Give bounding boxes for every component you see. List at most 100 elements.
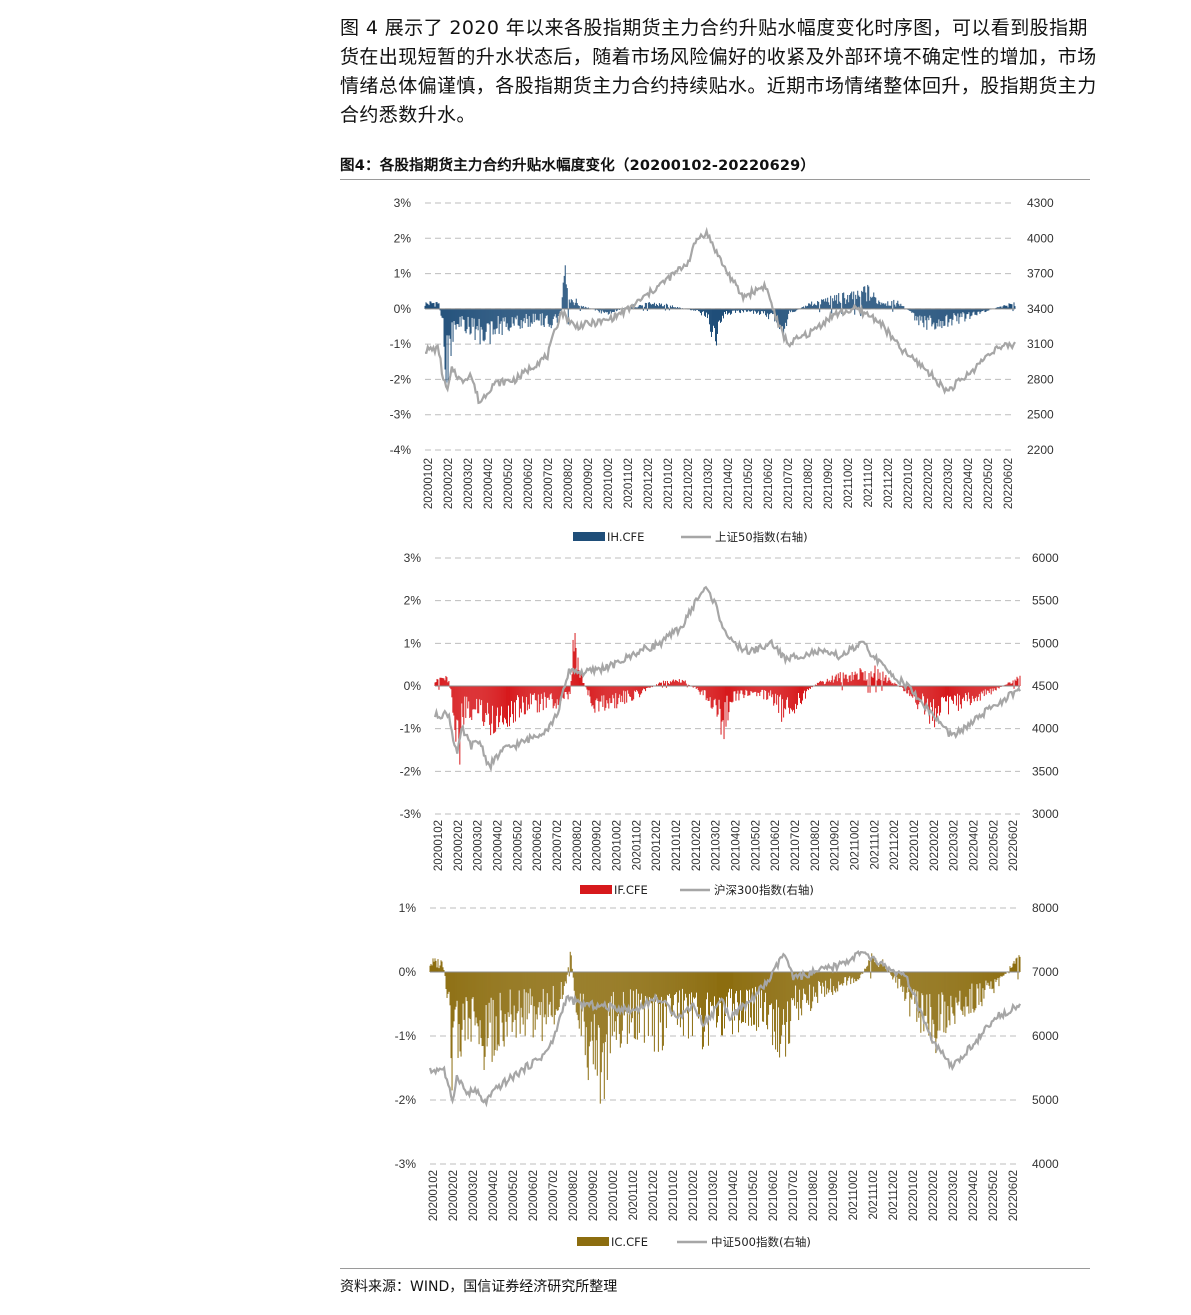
y-right-tick-label: 3100 (1027, 337, 1054, 351)
x-tick-label: 20211102 (863, 458, 875, 507)
figure-bottom-rule (340, 1268, 1090, 1269)
x-tick-label: 20200902 (583, 458, 595, 509)
x-tick-label: 20200902 (592, 820, 604, 871)
x-tick-label: 20201202 (643, 458, 655, 509)
y-left-tick-label: 1% (399, 901, 417, 915)
basis-bars (429, 951, 1021, 1104)
y-right-tick-label: 6000 (1032, 551, 1059, 565)
x-tick-label: 20220502 (988, 1170, 1000, 1221)
x-tick-label: 20201002 (611, 820, 623, 871)
chart-if-basis: 3% 2% 1% 0% -1% -2% -3% 6000 5500 5000 4500 4000 350… (400, 551, 1059, 897)
x-tick-label: 20220202 (929, 820, 941, 871)
legend-label-line: 沪深300指数(右轴) (714, 883, 814, 897)
y-left-tick-label: 2% (404, 594, 422, 608)
legend-label-bar: IH.CFE (607, 530, 644, 544)
y-right-tick-label: 3000 (1032, 807, 1059, 821)
y-right-tick-label: 8000 (1032, 901, 1059, 915)
chart-ih-basis: 3% 2% 1% 0% -1% -2% -3% -4% 4300 4000 3700 3400 3100… (390, 196, 1054, 544)
x-tick-label: 20200702 (552, 820, 564, 871)
y-left-tick-label: -2% (400, 764, 422, 778)
y-right-tick-label: 5000 (1032, 1093, 1059, 1107)
figure-top-rule (340, 179, 1090, 180)
y-left-tick-label: 2% (394, 231, 412, 245)
index-line (433, 585, 1021, 773)
x-tick-label: 20200602 (532, 820, 544, 871)
x-tick-label: 20200202 (448, 1170, 460, 1221)
y-left-tick-label: -4% (390, 443, 412, 457)
x-tick-label: 20200602 (523, 458, 535, 509)
y-left-tick-label: -2% (395, 1093, 417, 1107)
legend-swatch-bar (580, 885, 612, 894)
x-tick-label: 20211102 (868, 1170, 880, 1219)
x-tick-label: 20211202 (883, 458, 895, 508)
x-tick-label: 20210802 (810, 820, 822, 871)
x-tick-label: 20200402 (492, 820, 504, 871)
x-tick-label: 20220302 (943, 458, 955, 509)
y-left-tick-label: -1% (395, 1029, 417, 1043)
x-tick-label: 20200702 (548, 1170, 560, 1221)
x-tick-label: 20200802 (563, 458, 575, 509)
index-line (425, 226, 1016, 405)
x-tick-label: 20220602 (1008, 1170, 1020, 1221)
x-tick-label: 20210202 (691, 820, 703, 871)
y-right-tick-label: 2500 (1027, 408, 1054, 422)
x-tick-label: 20210702 (788, 1170, 800, 1221)
x-tick-label: 20200102 (433, 820, 445, 871)
y-right-tick-label: 7000 (1032, 965, 1059, 979)
x-tick-label: 20210102 (671, 820, 683, 871)
x-tick-label: 20200802 (572, 820, 584, 871)
x-tick-label: 20200302 (468, 1170, 480, 1221)
y-right-tick-label: 4300 (1027, 196, 1054, 210)
legend: IH.CFE 上证50指数(右轴) (573, 530, 808, 544)
x-tick-label: 20220202 (923, 458, 935, 509)
x-tick-label: 20220402 (963, 458, 975, 509)
x-tick-label: 20210702 (790, 820, 802, 871)
y-right-tick-label: 5500 (1032, 594, 1059, 608)
x-tick-label: 20220502 (983, 458, 995, 509)
x-tick-label: 20210402 (728, 1170, 740, 1221)
x-tick-label: 20220102 (909, 820, 921, 871)
y-left-tick-label: -1% (390, 337, 412, 351)
x-tick-label: 20201102 (628, 1170, 640, 1220)
x-tick-label: 20200402 (483, 458, 495, 509)
y-left-tick-label: -3% (390, 408, 412, 422)
x-tick-label: 20200102 (423, 458, 435, 509)
x-tick-label: 20201202 (648, 1170, 660, 1221)
x-tick-label: 20200402 (488, 1170, 500, 1221)
chart-ic-basis: 1% 0% -1% -2% -3% 8000 7000 6000 5000 4000 2020010… (395, 901, 1059, 1249)
x-tick-label: 20201002 (603, 458, 615, 509)
legend: IC.CFE 中证500指数(右轴) (577, 1235, 811, 1249)
x-tick-label: 20220402 (968, 1170, 980, 1221)
x-tick-label: 20210902 (828, 1170, 840, 1221)
x-tick-label: 20220402 (968, 820, 980, 871)
y-right-tick-label: 3400 (1027, 302, 1054, 316)
y-right-tick-label: 5000 (1032, 636, 1059, 650)
x-tick-label: 20201002 (608, 1170, 620, 1221)
y-left-tick-label: 0% (399, 965, 417, 979)
figure-title: 图4：各股指期货主力合约升贴水幅度变化（20200102-20220629） (340, 158, 816, 174)
x-tick-label: 20220602 (1008, 820, 1020, 871)
y-right-tick-label: 4000 (1032, 722, 1059, 736)
x-tick-label: 20211202 (888, 1170, 900, 1220)
x-tick-label: 20201102 (623, 458, 635, 508)
legend-label-line: 上证50指数(右轴) (715, 530, 808, 544)
x-tick-label: 20201102 (631, 820, 643, 870)
x-tick-label: 20210902 (830, 820, 842, 871)
y-left-tick-label: -1% (400, 722, 422, 736)
legend: IF.CFE 沪深300指数(右轴) (580, 883, 814, 897)
x-tick-label: 20210802 (808, 1170, 820, 1221)
y-left-tick-label: -3% (400, 807, 422, 821)
x-tick-label: 20220202 (928, 1170, 940, 1221)
x-tick-label: 20210602 (768, 1170, 780, 1221)
x-tick-label: 20210102 (663, 458, 675, 509)
y-left-tick-label: 0% (404, 679, 422, 693)
legend-swatch-bar (577, 1237, 609, 1246)
x-tick-label: 20211002 (849, 820, 861, 870)
source-note: 资料来源：WIND，国信证券经济研究所整理 (340, 1279, 618, 1295)
x-tick-label: 20210502 (743, 458, 755, 509)
index-line (428, 950, 1021, 1108)
legend-swatch-bar (573, 532, 605, 541)
x-tick-label: 20200502 (512, 820, 524, 871)
x-tick-label: 20210402 (723, 458, 735, 509)
intro-paragraph: 图 4 展示了 2020 年以来各股指期货主力合约升贴水幅度变化时序图，可以看到… (340, 17, 1097, 126)
